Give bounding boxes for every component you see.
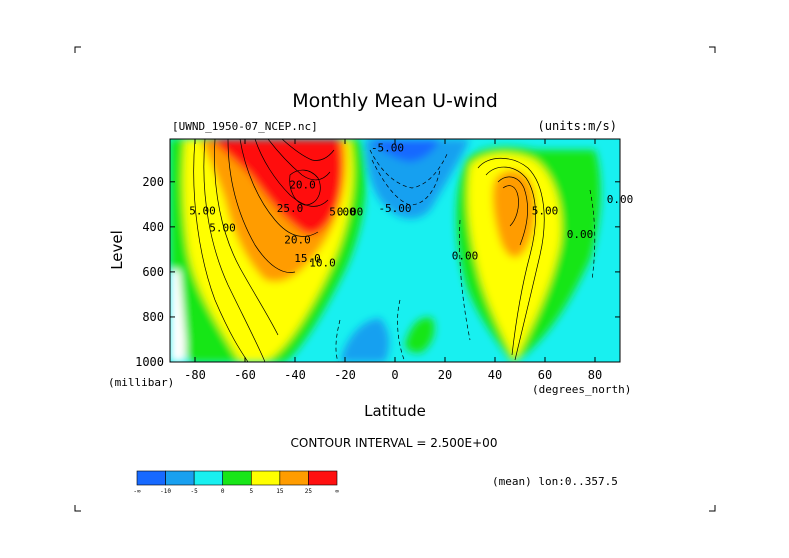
colorbar-label: -5 bbox=[191, 488, 199, 495]
dataset-label: [UWND_1950-07_NCEP.nc] bbox=[172, 120, 318, 133]
contour-label: 5.00 bbox=[189, 204, 216, 217]
x-tick-label: 0 bbox=[391, 368, 398, 382]
colorbar-swatch bbox=[193, 470, 224, 486]
y-tick-label: 800 bbox=[142, 310, 164, 324]
contour-label: 0.00 bbox=[567, 228, 594, 241]
contour-label: 0.00 bbox=[337, 206, 364, 219]
corner-marks bbox=[74, 46, 716, 512]
y-tick-label: 1000 bbox=[135, 355, 164, 369]
contour-field bbox=[170, 139, 620, 362]
colorbar-swatch bbox=[222, 470, 252, 486]
contour-interval-text: CONTOUR INTERVAL = 2.500E+00 bbox=[291, 436, 498, 450]
colorbar-label: ∞ bbox=[335, 488, 339, 495]
contour-label: 15.0 bbox=[294, 252, 321, 265]
y-tick-label: 200 bbox=[142, 175, 164, 189]
x-tick-label: 60 bbox=[538, 368, 552, 382]
contour-label: 0.00 bbox=[452, 250, 479, 263]
colorbar-swatch bbox=[165, 470, 195, 486]
colorbar-swatch bbox=[279, 470, 309, 486]
x-axis: -80 -60 -40 -20 0 20 40 60 80 bbox=[184, 139, 602, 382]
contour-label: 5.00 bbox=[329, 206, 356, 219]
y-unit-label: (millibar) bbox=[108, 376, 174, 389]
footer-note: (mean) lon:0..357.5 bbox=[492, 475, 618, 488]
contour-label: -5.00 bbox=[378, 202, 411, 215]
x-tick-label: 20 bbox=[438, 368, 452, 382]
contour-label: 10.0 bbox=[309, 256, 336, 269]
colorbar-label: 5 bbox=[249, 488, 253, 495]
colorbar-label: -∞ bbox=[133, 488, 141, 495]
contour-label: 5.00 bbox=[532, 204, 559, 217]
x-tick-label: -40 bbox=[284, 368, 306, 382]
contour-label: 25.0 bbox=[277, 202, 304, 215]
y-tick-label: 400 bbox=[142, 220, 164, 234]
x-tick-label: -80 bbox=[184, 368, 206, 382]
y-tick-label: 600 bbox=[142, 265, 164, 279]
colorbar-label: 0 bbox=[221, 488, 225, 495]
contour-label: 5.00 bbox=[209, 221, 236, 234]
y-axis-title: Level bbox=[108, 230, 126, 270]
colorbar-swatch bbox=[250, 470, 281, 486]
contour-label: 20.0 bbox=[284, 234, 311, 247]
x-tick-label: 40 bbox=[488, 368, 502, 382]
colorbar-swatch bbox=[308, 470, 338, 486]
colorbar-label: -10 bbox=[160, 488, 171, 495]
x-tick-label: -20 bbox=[334, 368, 356, 382]
chart-title: Monthly Mean U-wind bbox=[292, 90, 498, 112]
x-tick-label: 80 bbox=[588, 368, 602, 382]
x-tick-label: -60 bbox=[234, 368, 256, 382]
colorbar-swatch bbox=[136, 470, 166, 486]
colorbar-label: 25 bbox=[305, 488, 313, 495]
colorbar-label: 15 bbox=[276, 488, 284, 495]
x-axis-title: Latitude bbox=[364, 402, 426, 420]
y-axis: 200 400 600 800 1000 bbox=[135, 175, 620, 369]
colorbar: -∞ -10 -5 0 5 15 25 ∞ bbox=[133, 470, 339, 495]
units-label: (units:m/s) bbox=[538, 119, 617, 133]
contour-label: 20.0 bbox=[289, 179, 316, 192]
x-unit-label: (degrees_north) bbox=[532, 383, 631, 396]
contour-label: -5.00 bbox=[371, 141, 404, 154]
